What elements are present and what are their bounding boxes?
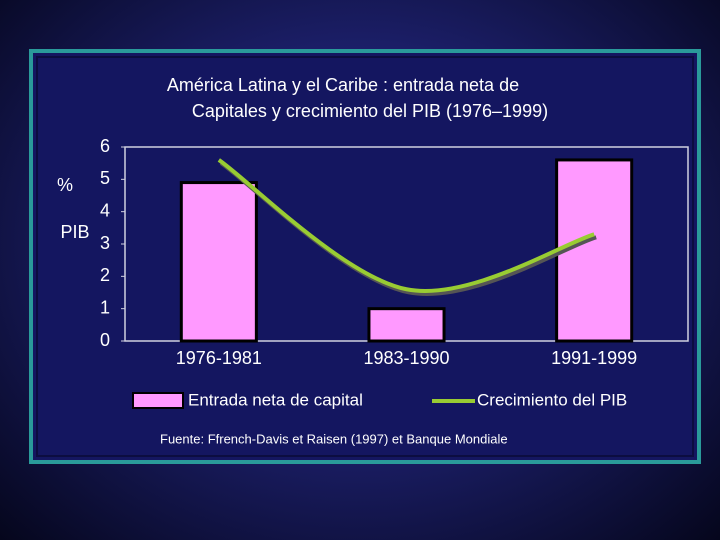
y-tick-label: 5	[100, 168, 110, 188]
y-axis-label: PIB	[60, 222, 89, 242]
legend-label: Crecimiento del PIB	[477, 390, 627, 409]
source-note: Fuente: Ffrench-Davis et Raisen (1997) e…	[160, 431, 508, 446]
y-tick-label: 3	[100, 233, 110, 253]
y-tick-label: 4	[100, 200, 110, 220]
frame-inner	[36, 56, 694, 457]
legend-swatch	[132, 392, 184, 409]
y-axis-label: %	[57, 175, 73, 195]
y-tick-label: 0	[100, 330, 110, 350]
chart-title: Capitales y crecimiento del PIB (1976–19…	[192, 101, 548, 121]
bar	[367, 307, 446, 343]
x-tick-label: 1983-1990	[363, 348, 449, 368]
line	[217, 158, 595, 293]
bar	[179, 181, 258, 343]
x-tick-label: 1991-1999	[551, 348, 637, 368]
x-tick-label: 1976-1981	[176, 348, 262, 368]
y-tick-label: 1	[100, 297, 110, 317]
y-tick-label: 2	[100, 265, 110, 285]
y-tick-label: 6	[100, 136, 110, 156]
legend-label: Entrada neta de capital	[188, 390, 363, 409]
chart-title: América Latina y el Caribe : entrada net…	[167, 75, 519, 95]
